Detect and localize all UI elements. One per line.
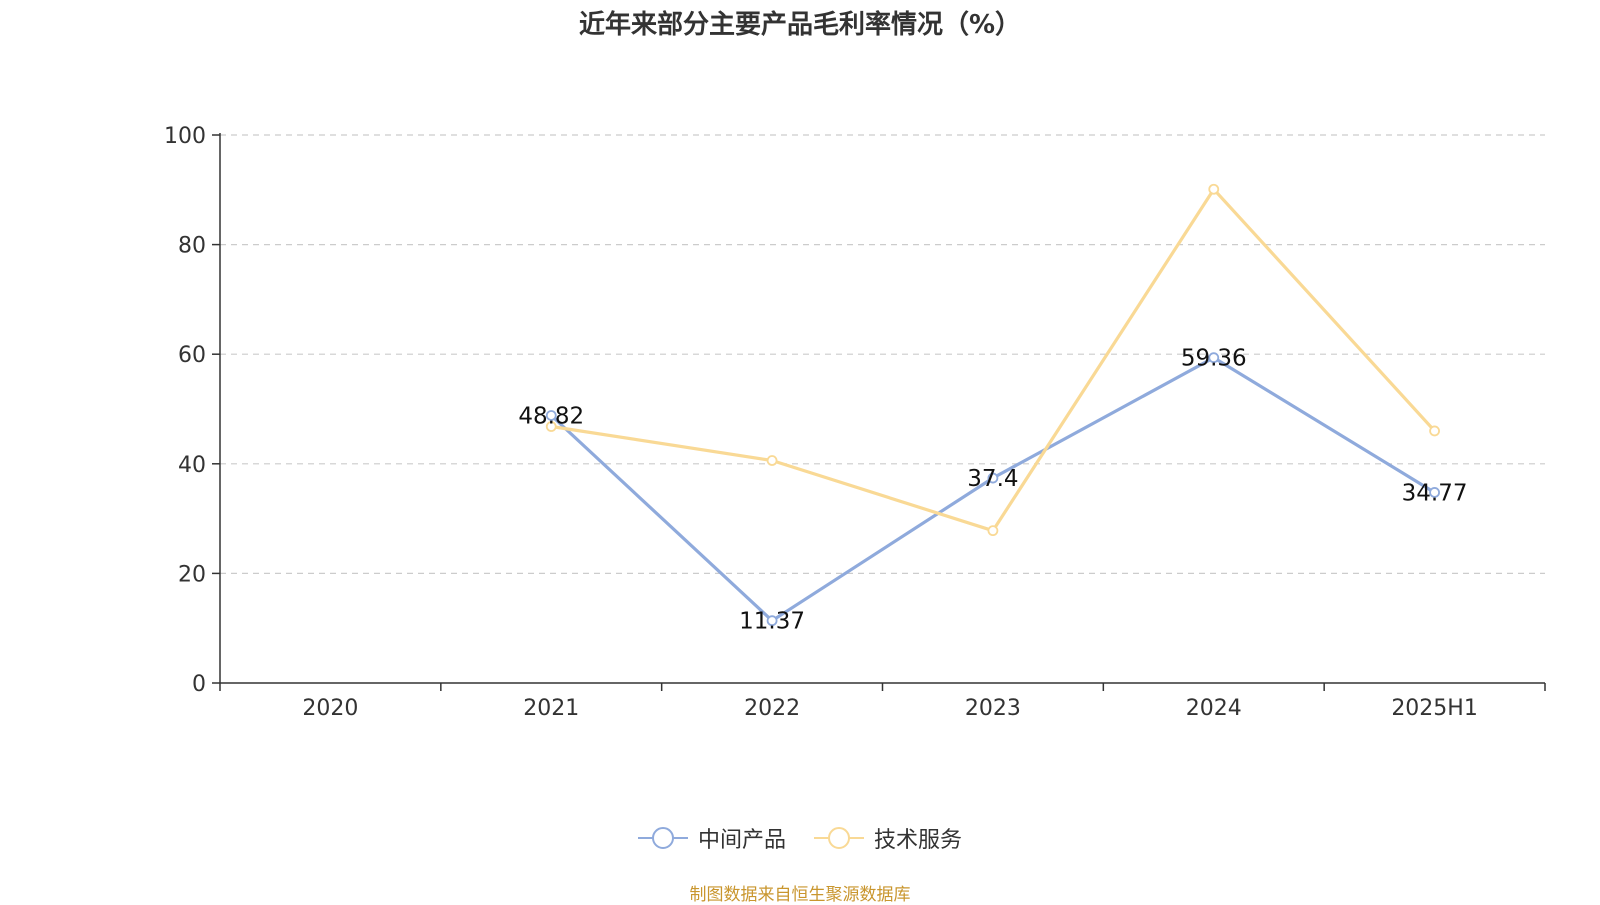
y-tick-label: 80 — [178, 234, 206, 259]
data-point — [987, 525, 999, 537]
chart-title: 近年来部分主要产品毛利率情况（%） — [578, 10, 1022, 40]
legend-label: 中间产品 — [697, 828, 786, 853]
legend: 中间产品 技术服务 — [0, 822, 1600, 854]
x-tick-label: 2025H1 — [1391, 696, 1478, 721]
series-lines — [550, 187, 1436, 623]
legend-item-series-1[interactable]: 中间产品 — [637, 822, 786, 854]
x-tick-label: 2021 — [523, 696, 579, 721]
data-label: 48.82 — [518, 403, 584, 429]
data-point — [1429, 487, 1440, 498]
x-axis-labels: 2020 2021 2022 2023 2024 2025H1 — [302, 696, 1477, 721]
data-label: 37.4 — [967, 466, 1018, 492]
x-tick-label: 2020 — [302, 696, 358, 721]
data-point — [545, 421, 557, 432]
data-point — [1429, 425, 1440, 437]
data-label: 11.37 — [739, 609, 805, 635]
data-labels: 48.82 11.37 37.4 59.36 34.77 — [518, 346, 1467, 635]
y-tick-label: 60 — [178, 343, 206, 368]
series-points — [545, 183, 1440, 627]
y-tick-label: 0 — [192, 672, 206, 697]
y-tick-label: 40 — [178, 453, 206, 478]
data-point — [545, 410, 557, 421]
axes — [212, 133, 1546, 691]
data-point — [766, 455, 778, 466]
data-point — [1208, 352, 1220, 364]
x-tick-label: 2024 — [1186, 696, 1242, 721]
data-label: 59.36 — [1181, 346, 1247, 372]
legend-label: 技术服务 — [874, 828, 963, 853]
x-tick-label: 2023 — [965, 696, 1021, 721]
y-axis-labels: 0 20 40 60 80 100 — [164, 124, 206, 697]
legend-line-circle-icon — [814, 827, 864, 849]
data-point — [987, 472, 999, 484]
grid-lines — [220, 134, 1545, 575]
x-tick-label: 2022 — [744, 696, 800, 721]
data-label: 34.77 — [1402, 480, 1468, 506]
legend-line-circle-icon — [637, 827, 688, 849]
legend-item-series-2[interactable]: 技术服务 — [814, 822, 962, 854]
y-tick-label: 20 — [178, 562, 206, 587]
data-point — [1208, 183, 1220, 195]
data-point — [766, 615, 778, 627]
data-source-note: 制图数据来自恒生聚源数据库 — [689, 885, 911, 905]
y-tick-label: 100 — [164, 124, 206, 149]
